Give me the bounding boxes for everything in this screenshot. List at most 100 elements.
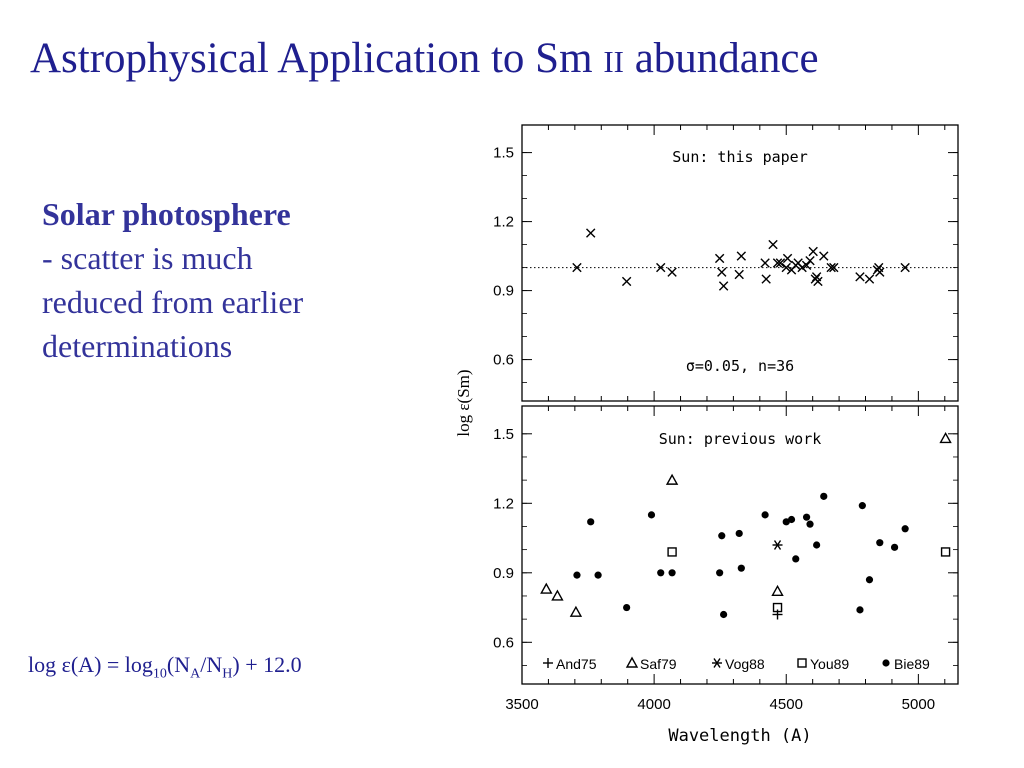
panel-0-ytick-label-0: 0.6 <box>493 352 514 369</box>
panel-frame-0 <box>521 124 959 402</box>
formula-part-4: ) + 12.0 <box>232 652 302 677</box>
panel-1-series-4-point-2 <box>594 571 602 579</box>
panel-1-series-4-point-0-shape <box>573 571 581 579</box>
panel-1-series-4-point-10 <box>735 529 743 538</box>
panel-1-series-4-point-7-shape <box>716 569 724 577</box>
slide-title: Astrophysical Application to Sm II abund… <box>30 34 819 83</box>
panel-0-series-0-point-5 <box>714 253 725 264</box>
legend-marker-saf79 <box>625 656 639 668</box>
panel-1-series-1-point-4 <box>771 584 784 597</box>
panel-1-series-1-point-2-shape <box>569 605 583 617</box>
panel-0-series-0-point-3-b <box>656 262 666 273</box>
panel-0-ytick-label-3: 1.5 <box>493 145 514 162</box>
panel-1-series-4-point-18 <box>813 541 821 549</box>
panel-0-series-0-point-20 <box>797 262 807 273</box>
panel-1-series-3-point-1-shape <box>772 602 783 613</box>
panel-1-series-4-point-4-shape <box>647 511 656 519</box>
panel-1-series-4-point-19 <box>820 492 828 500</box>
panel-1-series-4-point-20 <box>856 606 864 614</box>
panel-0-series-0-point-3 <box>656 262 666 273</box>
panel-0-series-0-point-20-b <box>797 262 807 273</box>
legend-marker-vog88-c <box>713 658 721 668</box>
panel-1-series-4-point-3-shape <box>623 603 631 612</box>
panel-1-series-4-point-7 <box>716 569 724 577</box>
panel-1-ytick-label-1: 0.9 <box>493 565 514 582</box>
panel-1-series-4-point-25 <box>901 525 909 533</box>
panel-1-series-3-point-0-shape <box>667 547 677 557</box>
panel-1-series-1-point-0-shape <box>540 582 553 594</box>
formula-sub-a: A <box>190 666 201 682</box>
panel-0-series-0-point-30-b <box>855 272 865 282</box>
panel-0-series-0-point-15 <box>781 262 791 273</box>
panel-1-series-1-point-3-shape <box>665 473 679 485</box>
panel-0-series-0-point-35-b <box>900 262 910 273</box>
panel-1-series-4-point-22 <box>865 576 874 584</box>
panel-0-series-0-point-5-b <box>714 253 725 264</box>
panel-0-series-0-point-31-b <box>864 274 875 284</box>
panel-1-series-4-point-14-shape <box>787 515 796 524</box>
panel-0-series-0-point-31 <box>864 274 875 284</box>
legend-label-vog88: Vog88 <box>725 656 765 672</box>
panel-0-series-0-point-13-b <box>772 258 783 268</box>
panel-1-series-3-point-2 <box>940 547 951 557</box>
panel-1-series-4-point-24 <box>890 543 899 551</box>
panel-1-series-4-point-1-shape <box>587 518 595 526</box>
panel-1-series-4-point-11 <box>737 564 745 572</box>
panel-0-series-0-point-1 <box>586 228 596 238</box>
panel-1-series-4-point-12-shape <box>761 511 769 519</box>
xtick-label-0: 3500 <box>505 696 538 713</box>
panel-0-series-0-point-34-b <box>875 267 885 277</box>
panel-0-ytick-label-2: 1.2 <box>493 214 514 231</box>
panel-0-series-0-point-6 <box>717 267 727 277</box>
panel-1-series-4-point-5 <box>657 569 665 577</box>
panel-0-series-0-point-2-b <box>621 276 632 287</box>
abundance-formula: log ε(A) = log10(NA/NH) + 12.0 <box>28 652 302 682</box>
panel-0-series-0-point-7 <box>718 281 729 291</box>
panel-1-ytick-label-2: 1.2 <box>493 495 514 512</box>
xtick-label-3: 5000 <box>902 696 935 713</box>
panel-0-series-0-point-9-b <box>736 251 747 261</box>
panel-0-series-0-point-13 <box>772 258 783 268</box>
panel-1-series-1-point-3 <box>665 473 679 485</box>
panel-0-series-0-point-22 <box>805 256 815 266</box>
legend-marker-bie89-shape <box>882 659 890 667</box>
panel-1-series-4-point-6-shape <box>668 569 676 577</box>
formula-sub-h: H <box>222 666 233 682</box>
panel-1-series-4-point-10-shape <box>735 529 743 538</box>
panel-1-ytick-label-3: 1.5 <box>493 426 514 443</box>
panel-1-series-4-point-3 <box>623 603 631 612</box>
panel-0-series-0-point-11 <box>761 274 771 284</box>
panel-1-series-4-point-19-shape <box>820 492 828 500</box>
panel-0-series-0-point-12 <box>768 239 778 250</box>
legend-label-and75: And75 <box>556 656 597 672</box>
notes-heading: Solar photosphere <box>42 196 291 232</box>
panel-0-series-0-point-26-b <box>813 276 823 287</box>
panel-1-series-4-point-14 <box>787 515 796 524</box>
notes-line-3: determinations <box>42 328 233 364</box>
panel-0-series-0-point-30 <box>855 272 865 282</box>
panel-1-series-4-point-5-shape <box>657 569 665 577</box>
panel-1-series-1-point-2 <box>569 605 583 617</box>
panel-0-series-0-point-0 <box>572 262 582 273</box>
panel-1-series-4-point-17-shape <box>806 520 814 528</box>
panel-0-series-0-point-23-b <box>808 246 818 257</box>
panel-0-series-0-point-10-b <box>760 258 770 268</box>
legend-marker-saf79-shape <box>625 656 639 668</box>
panel-0-series-0-point-14-b <box>775 258 786 268</box>
panel-1-series-4-point-23 <box>876 539 884 547</box>
panel-1-series-1-point-1 <box>551 589 564 601</box>
legend-marker-you89 <box>797 658 807 668</box>
panel-1-series-1-point-5-shape <box>939 431 952 444</box>
panel-1-series-4-point-17 <box>806 520 814 528</box>
legend-label-bie89: Bie89 <box>894 656 930 672</box>
panel-0-series-0-point-22-b <box>805 256 815 266</box>
panel-0-series-0-point-0-b <box>572 262 582 273</box>
x-axis-label: Wavelength (A) <box>668 726 811 746</box>
panel-1-series-3-point-0 <box>667 547 677 557</box>
panel-0-series-0-point-35 <box>900 262 910 273</box>
panel-0-series-0-point-21 <box>801 260 812 270</box>
panel-1-series-4-point-4 <box>647 511 656 519</box>
panel-0-series-0-point-10 <box>760 258 770 268</box>
panel-1-series-1-point-0 <box>540 582 553 594</box>
panel-0-series-0-point-7-b <box>718 281 729 291</box>
